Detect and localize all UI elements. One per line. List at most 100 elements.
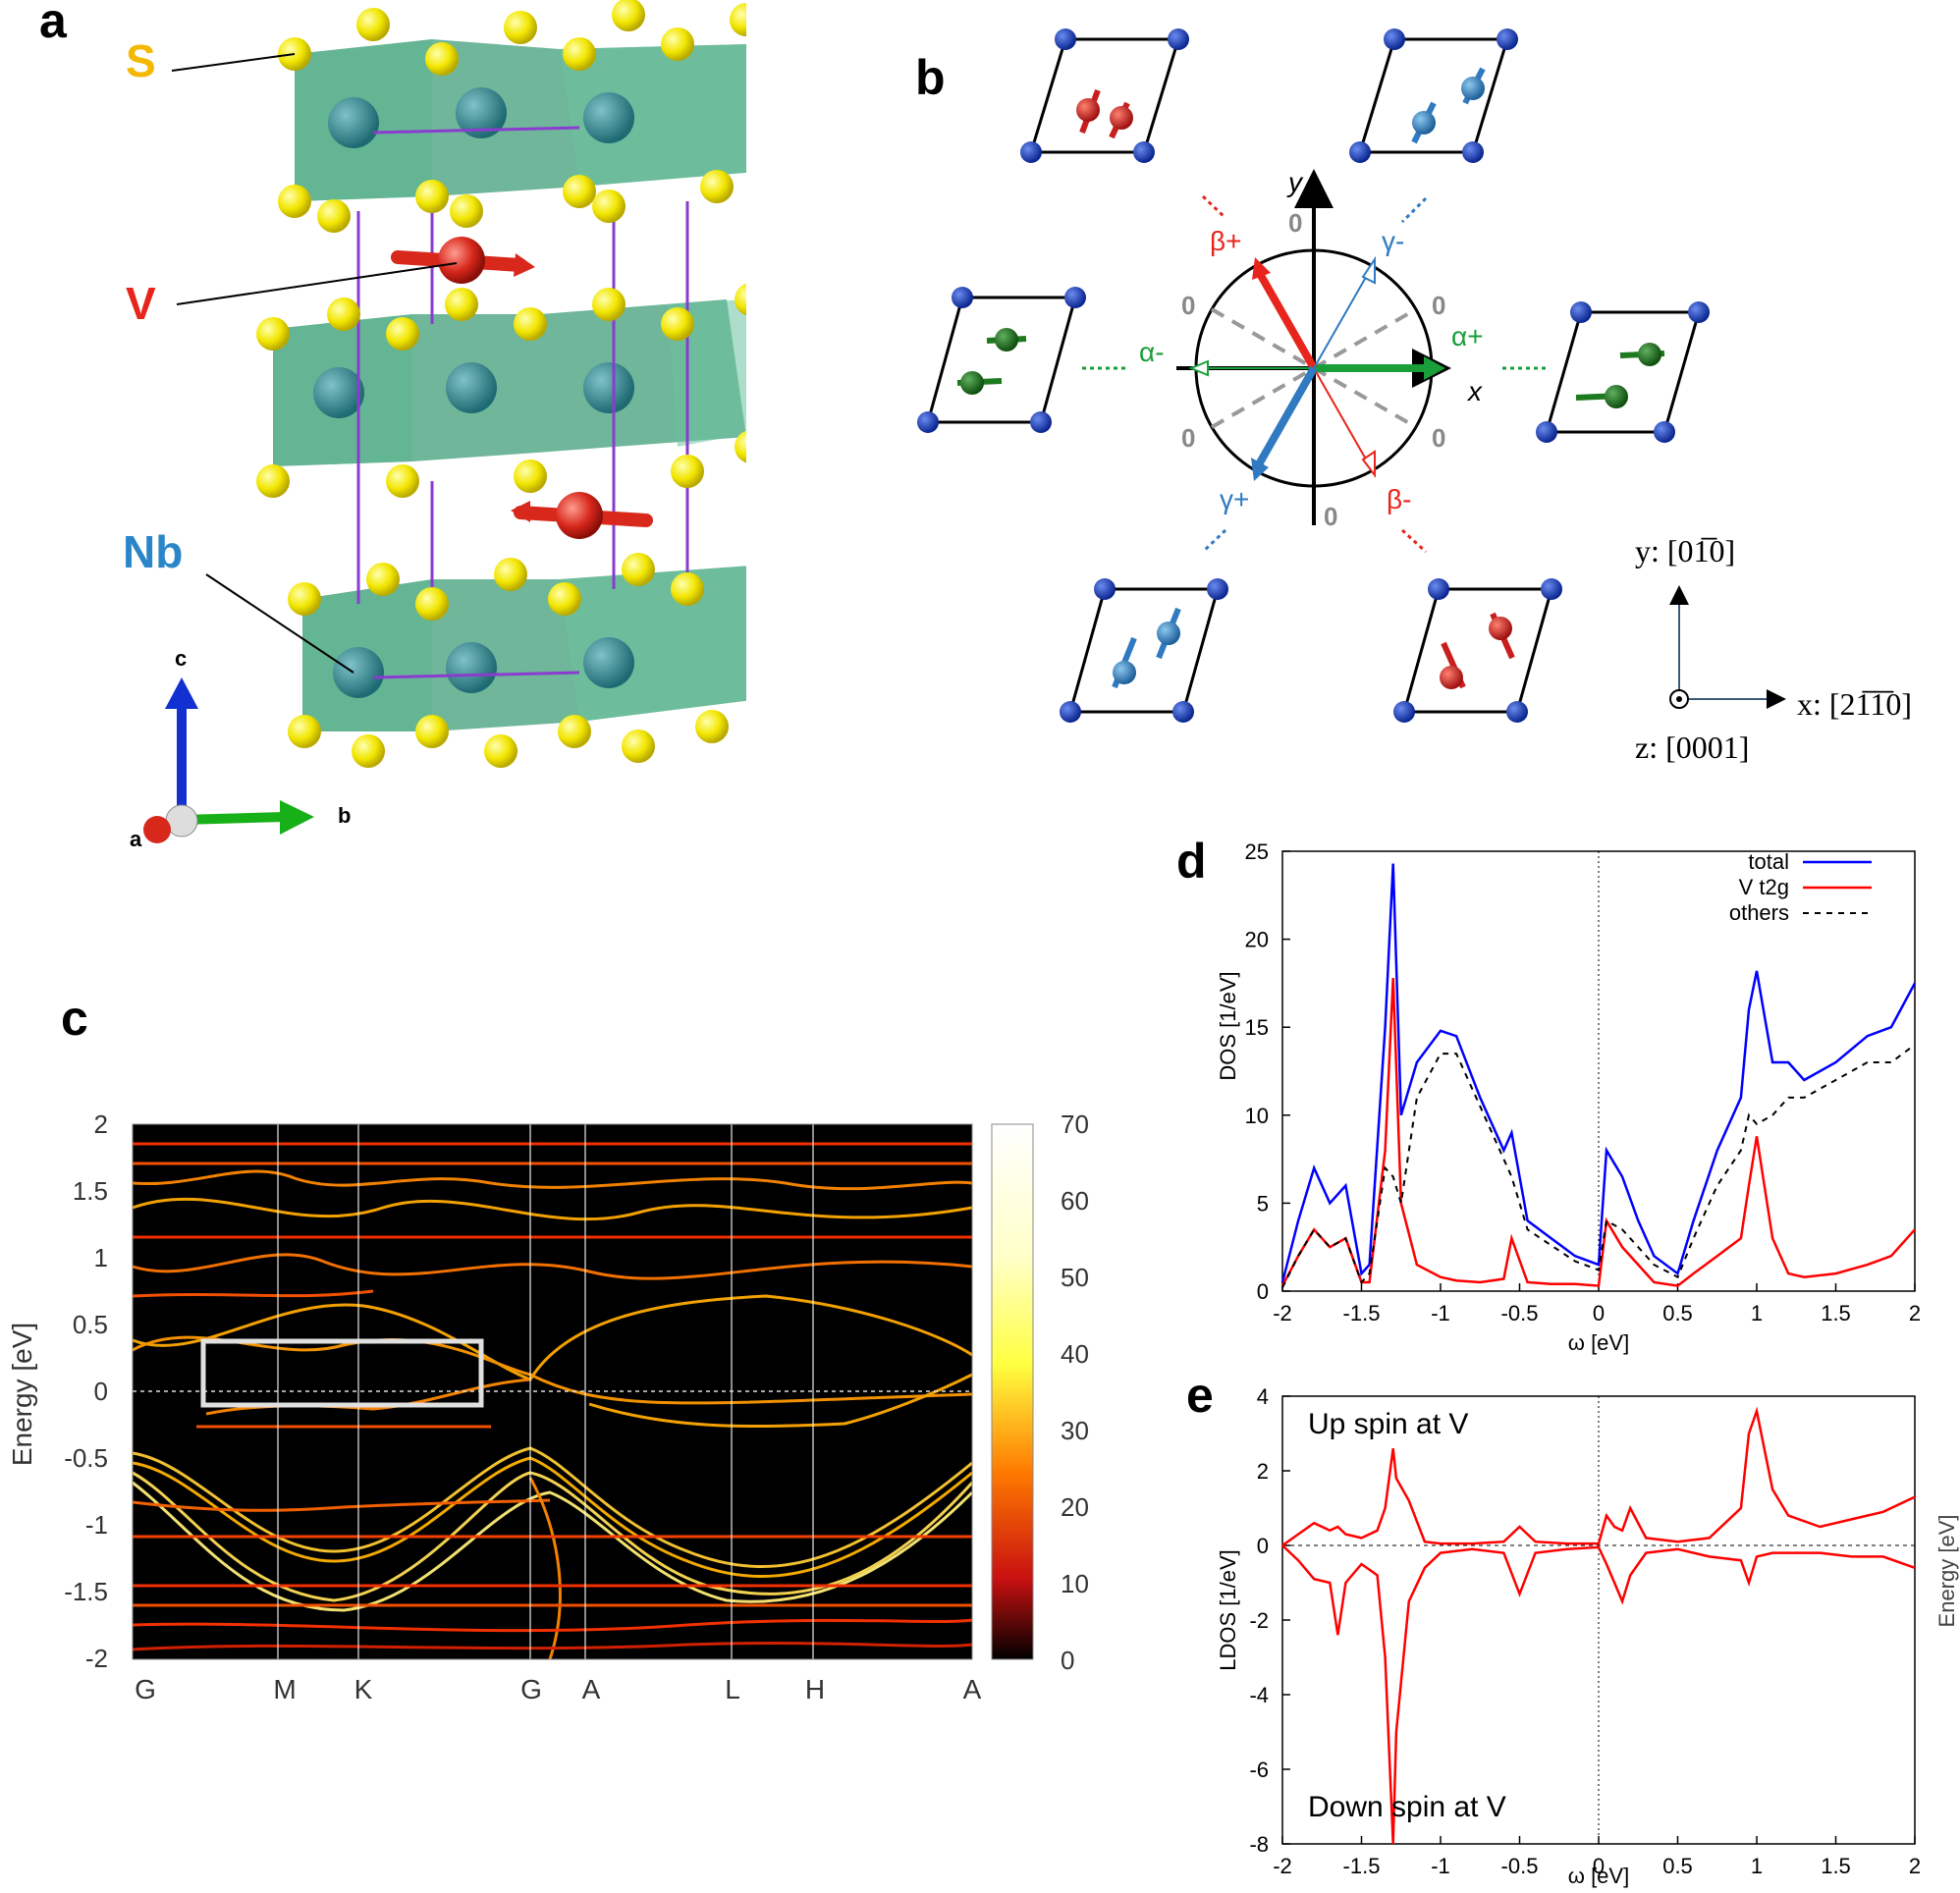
- ldos-series-0: [1281, 1406, 1916, 1547]
- dos-ytick-label: 10: [1245, 1104, 1269, 1128]
- ldos-xtick-label: -1.5: [1343, 1854, 1381, 1878]
- dos-xtick-label: -0.5: [1501, 1301, 1539, 1325]
- ytick: -0.5: [64, 1443, 108, 1473]
- ytick: -1: [85, 1510, 108, 1540]
- panel-label-c: c: [61, 991, 88, 1046]
- ldos-xtick-label: -2: [1273, 1854, 1292, 1878]
- domain-label-alpha-minus: α-: [1139, 337, 1165, 367]
- kpoint-labels: G M K G A L H A: [135, 1674, 982, 1704]
- cbar-tick: 50: [1061, 1263, 1089, 1292]
- domain-label-alpha-plus: α+: [1451, 321, 1484, 352]
- zero-label-upper-left: 0: [1181, 291, 1195, 320]
- ytick: 0: [94, 1377, 108, 1406]
- ldos-xtick-label: 1: [1751, 1854, 1763, 1878]
- ytick: -1.5: [64, 1577, 108, 1606]
- dos-ylabel: DOS [1/eV]: [1216, 971, 1240, 1080]
- kpoint-label: H: [805, 1674, 825, 1704]
- ldos-xtick-label: 0: [1593, 1854, 1605, 1878]
- ldos-ytick-label: -8: [1249, 1832, 1269, 1857]
- domain-label-beta-minus: β-: [1387, 484, 1411, 514]
- cbar-tick: 20: [1061, 1492, 1089, 1522]
- dos-xtick-label: 1.5: [1821, 1301, 1851, 1325]
- dos-xtick-label: 0: [1593, 1301, 1605, 1325]
- dos-xtick-label: -2: [1273, 1301, 1292, 1325]
- dos-ytick-label: 15: [1245, 1015, 1269, 1040]
- axis-label-b: b: [338, 803, 351, 828]
- kpoint-label: G: [135, 1674, 156, 1704]
- ldos-ytick-label: 0: [1257, 1534, 1269, 1558]
- dos-xtick-label: -1: [1431, 1301, 1450, 1325]
- kpoint-label: G: [520, 1674, 542, 1704]
- highlight-box: [200, 1338, 484, 1408]
- dos-xtick-label: 2: [1909, 1301, 1921, 1325]
- legend-label-vt2g: V t2g: [1739, 875, 1789, 899]
- panel-label-b: b: [915, 50, 946, 105]
- axis-label-c: c: [175, 646, 187, 671]
- panel-label-d: d: [1176, 834, 1207, 889]
- panel-a-crystal: S V Nb c a b: [0, 0, 792, 864]
- dos-xlabel: ω [eV]: [1568, 1330, 1629, 1355]
- cbar-tick: 0: [1061, 1646, 1074, 1675]
- domain-cell-gamma-plus: [1060, 578, 1228, 723]
- ldos-xtick-label: -1: [1431, 1854, 1450, 1878]
- panel-e-ldos: -2 -1.5 -1 -0.5 0 0.5 1 1.5 2 4 2 0 -2 -4 -6 -8 ω [eV]…: [1208, 1384, 1960, 1888]
- cbar-tick: 40: [1061, 1339, 1089, 1369]
- kpoint-label: A: [582, 1674, 601, 1704]
- atom-label-s: S: [126, 35, 156, 86]
- zero-label-lower-left: 0: [1181, 423, 1195, 453]
- colorbar-ticks: 70 60 50 40 30 20 10 0: [1061, 1109, 1089, 1675]
- domain-label-beta-plus: β+: [1210, 226, 1241, 256]
- panel-b-domains: y x 0 0 0 0 0 0 α+ α- β+ β- γ+ γ-: [864, 0, 1960, 785]
- ytick: -2: [85, 1644, 108, 1673]
- panel-label-a: a: [39, 0, 67, 48]
- band-lines: [132, 1142, 974, 1660]
- zero-label-bottom: 0: [1324, 502, 1337, 531]
- cbar-tick: 30: [1061, 1416, 1089, 1445]
- ldos-xtick-label: 1.5: [1821, 1854, 1851, 1878]
- ldos-xlabel: ω [eV]: [1568, 1864, 1629, 1888]
- spectral-function-plot: 2 1.5 1 0.5 0 -0.5 -1 -1.5 -2 Energy [eV…: [7, 1109, 1089, 1704]
- dos-xtick-label: 1: [1751, 1301, 1763, 1325]
- domain-label-gamma-plus: γ+: [1220, 484, 1249, 514]
- kpoint-label: K: [354, 1674, 373, 1704]
- ldos-plot-area: [1281, 1395, 1916, 1845]
- dos-series-2: [1281, 1044, 1916, 1288]
- crystal-axis-x: x: [21̅1̅0]: [1797, 686, 1912, 722]
- cbar-tick: 70: [1061, 1109, 1089, 1139]
- vanadium-atoms: [391, 237, 653, 539]
- dos-ytick-label: 25: [1245, 839, 1269, 864]
- ytick: 0.5: [73, 1310, 108, 1339]
- crystal-axes-legend: y: [01̅0] x: [21̅1̅0] z: [0001]: [1635, 533, 1912, 765]
- lattice-axes: c a b: [130, 646, 351, 851]
- panel-label-e: e: [1186, 1368, 1214, 1423]
- atom-label-nb: Nb: [123, 526, 183, 577]
- ldos-ytick-label: 4: [1257, 1384, 1269, 1409]
- ldos-ytick-label: 2: [1257, 1459, 1269, 1484]
- colorbar: [991, 1123, 1034, 1660]
- ytick: 2: [94, 1109, 108, 1139]
- ldos-xtick-label: 0.5: [1662, 1854, 1693, 1878]
- energy-axis-ticks: 2 1.5 1 0.5 0 -0.5 -1 -1.5 -2: [64, 1109, 108, 1673]
- unit-cell-edges: [356, 201, 689, 604]
- domain-cell-beta-minus: [1393, 578, 1562, 723]
- kpoint-label: M: [273, 1674, 296, 1704]
- zero-label-lower-right: 0: [1432, 423, 1445, 453]
- domain-cell-alpha-plus: [1536, 301, 1710, 443]
- magnetic-domain-figure: y x 0 0 0 0 0 0 α+ α- β+ β- γ+ γ-: [917, 28, 1912, 765]
- ldos-chart: -2 -1.5 -1 -0.5 0 0.5 1 1.5 2 4 2 0 -2 -4 -6 -8 ω [eV]…: [1216, 1384, 1959, 1888]
- domain-cell-beta-plus: [1020, 28, 1189, 163]
- ldos-xtick-label: 2: [1909, 1854, 1921, 1878]
- annotation-down-spin: Down spin at V: [1308, 1791, 1506, 1823]
- ytick: 1.5: [73, 1176, 108, 1206]
- legend-label-others: others: [1729, 900, 1789, 925]
- nbs2-layer-top: [295, 39, 756, 201]
- ldos-xtick-label: -0.5: [1501, 1854, 1539, 1878]
- panel-d-dos: -2 -1.5 -1 -0.5 0 0.5 1 1.5 2 0 5 10 15 20 25 ω [eV] …: [1208, 830, 1960, 1360]
- ldos-ytick-label: -4: [1249, 1683, 1269, 1707]
- ldos-ytick-label: -6: [1249, 1758, 1269, 1782]
- zero-label-top: 0: [1288, 208, 1302, 238]
- zero-label-upper-right: 0: [1432, 291, 1445, 320]
- dos-legend: total V t2g others: [1729, 849, 1872, 925]
- domain-label-gamma-minus: γ-: [1382, 226, 1404, 256]
